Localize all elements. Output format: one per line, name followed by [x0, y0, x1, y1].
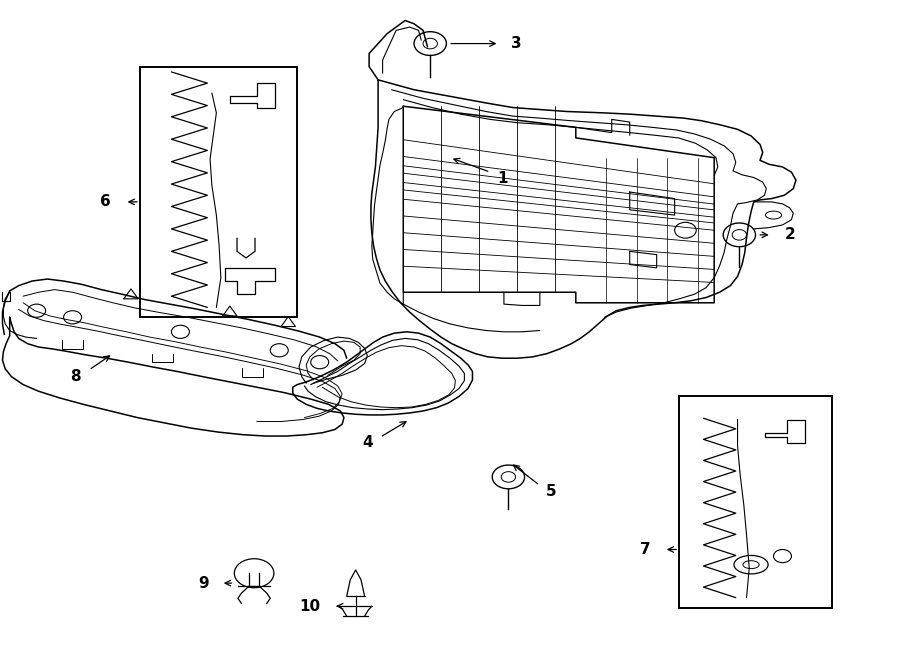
Text: 5: 5: [545, 484, 556, 499]
Text: 7: 7: [640, 542, 651, 557]
Bar: [140, 67, 297, 317]
Text: 10: 10: [300, 599, 320, 613]
Text: 8: 8: [70, 369, 81, 384]
Text: 2: 2: [784, 227, 795, 243]
Text: 4: 4: [362, 435, 373, 450]
Text: 9: 9: [199, 576, 209, 591]
Bar: [680, 397, 832, 607]
Text: 1: 1: [497, 171, 508, 186]
Text: 3: 3: [511, 36, 522, 51]
Text: 6: 6: [100, 194, 111, 210]
